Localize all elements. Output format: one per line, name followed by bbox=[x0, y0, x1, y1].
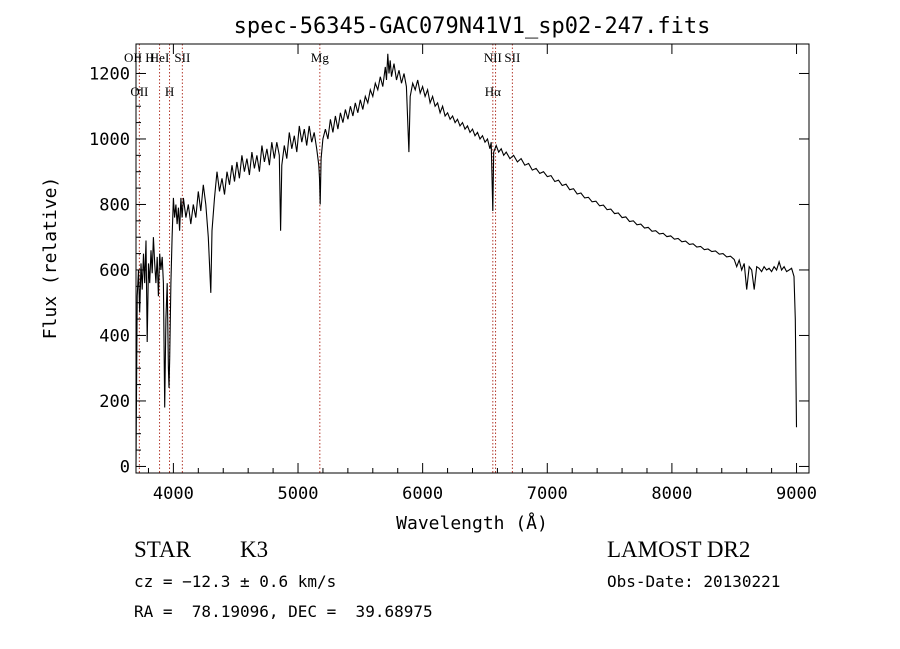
y-tick-label: 1200 bbox=[89, 64, 130, 84]
emission-line-label-bottom: Hα bbox=[485, 84, 501, 99]
emission-line-label-top: NII bbox=[484, 50, 502, 65]
y-axis-label: Flux (relative) bbox=[40, 177, 61, 340]
y-tick-label: 1000 bbox=[89, 130, 130, 150]
emission-line-label-top: HeI bbox=[150, 50, 170, 65]
object-subclass: K3 bbox=[240, 537, 269, 562]
obs-date: Obs-Date: 20130221 bbox=[607, 572, 781, 591]
emission-line-label-top: Mg bbox=[311, 50, 330, 65]
redshift-cz: cz = −12.3 ± 0.6 km/s bbox=[134, 572, 337, 591]
emission-line-label-top: SII bbox=[504, 50, 520, 65]
x-tick-label: 7000 bbox=[527, 484, 568, 504]
emission-line-markers bbox=[138, 44, 513, 473]
object-class: STAR bbox=[134, 537, 191, 562]
x-tick-label: 8000 bbox=[651, 484, 692, 504]
x-axis-ticks: 4000 5000 6000 7000 8000 9000 bbox=[147, 44, 817, 504]
survey-label: LAMOST DR2 bbox=[607, 537, 751, 562]
emission-line-label-bottom: H bbox=[165, 84, 174, 99]
chart-title: spec-56345-GAC079N41V1_sp02-247.fits bbox=[234, 14, 711, 39]
y-tick-label: 600 bbox=[99, 261, 130, 281]
x-tick-label: 9000 bbox=[776, 484, 817, 504]
x-tick-label: 5000 bbox=[278, 484, 319, 504]
x-tick-label: 4000 bbox=[153, 484, 194, 504]
emission-line-label-top: SII bbox=[174, 50, 190, 65]
x-axis-label: Wavelength (Å) bbox=[396, 512, 548, 534]
y-axis-ticks: 0 200 400 600 800 1000 1200 bbox=[89, 56, 809, 477]
plot-frame bbox=[135, 43, 810, 474]
spectrum-line bbox=[135, 53, 798, 467]
emission-line-label-bottom: OII bbox=[130, 84, 148, 99]
y-tick-label: 0 bbox=[120, 457, 130, 477]
y-tick-label: 200 bbox=[99, 392, 130, 412]
x-tick-label: 6000 bbox=[402, 484, 443, 504]
y-tick-label: 400 bbox=[99, 326, 130, 346]
y-tick-label: 800 bbox=[99, 195, 130, 215]
coordinates: RA = 78.19096, DEC = 39.68975 bbox=[134, 602, 433, 621]
